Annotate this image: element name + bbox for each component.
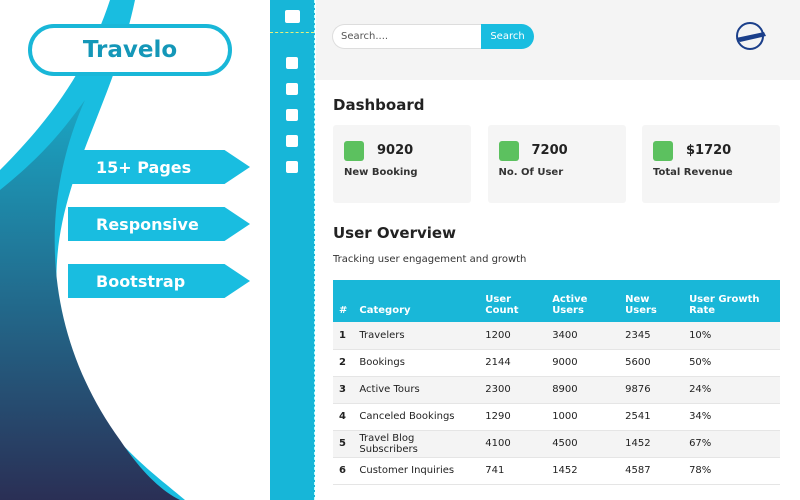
card-label: No. Of User [498, 167, 564, 178]
swoosh [0, 0, 185, 500]
table-cell: 3 [333, 376, 354, 404]
table-cell: 741 [479, 457, 547, 485]
table-cell: 24% [683, 376, 780, 404]
column-header: User Growth Rate [683, 280, 780, 322]
table-cell: 4500 [546, 430, 620, 458]
column-header: Category [353, 280, 480, 322]
table-cell: 5 [333, 430, 354, 458]
stat-card: 7200 No. Of User [487, 125, 626, 203]
table-row: 4 Canceled Bookings 1290 1000 2541 34% [333, 403, 780, 431]
table-cell: 1452 [546, 457, 620, 485]
table-cell: Active Tours [353, 376, 480, 404]
card-value: 9020 [377, 143, 414, 158]
table-cell: 78% [683, 457, 780, 485]
card-icon [498, 141, 519, 161]
table-cell: 1290 [479, 403, 547, 431]
card-label: Total Revenue [653, 167, 733, 178]
table-cell: 2144 [479, 349, 547, 377]
card-label: New Booking [344, 167, 418, 178]
header-row: # Category User Count Active Users New Users… [333, 280, 780, 322]
table-row: 2 Bookings 2144 9000 5600 50% [333, 349, 780, 377]
table-cell: 10% [683, 322, 780, 350]
table-cell: 3400 [546, 322, 620, 350]
logo-plane [736, 32, 766, 42]
card-value: 7200 [531, 143, 568, 158]
card-icon [344, 141, 364, 161]
sidebar-icon[interactable] [286, 135, 298, 147]
table-cell: 2345 [619, 322, 684, 350]
feature-banner: 15+ Pages [68, 150, 250, 184]
table-cell: 4 [333, 403, 354, 431]
column-header: Active Users [546, 280, 620, 322]
sidebar-icon[interactable] [286, 161, 298, 173]
card-icon [653, 141, 673, 161]
dashboard-title: Dashboard [333, 96, 425, 114]
brand-pill: Travelo [28, 24, 232, 76]
table-cell: Travel Blog Subscribers [353, 430, 480, 458]
table-cell: 4100 [479, 430, 547, 458]
table-cell: 34% [683, 403, 780, 431]
table-cell: 1200 [479, 322, 547, 350]
table-cell: 9876 [619, 376, 684, 404]
overview-title: User Overview [333, 224, 456, 242]
sidebar [270, 0, 315, 500]
user-table: # Category User Count Active Users New Users… [333, 280, 780, 485]
table-cell: Customer Inquiries [353, 457, 480, 485]
table-cell: 2300 [479, 376, 547, 404]
search-input[interactable]: Search.... [332, 24, 482, 49]
table-cell: 9000 [546, 349, 620, 377]
table-row: 3 Active Tours 2300 8900 9876 24% [333, 376, 780, 404]
table-cell: 6 [333, 457, 354, 485]
table-cell: 1000 [546, 403, 620, 431]
table-cell: 1 [333, 322, 354, 350]
sidebar-top [270, 0, 314, 33]
main: Search.... Search Dashboard 9020 New Book… [316, 0, 800, 500]
table-cell: Bookings [353, 349, 480, 377]
sidebar-icon[interactable] [286, 57, 298, 69]
table-cell: 5600 [619, 349, 684, 377]
table-body: 1 Travelers 1200 3400 2345 10% 2 Bookings 2144 90… [333, 322, 780, 485]
overview-subtitle: Tracking user engagement and growth [333, 254, 527, 265]
header: Search.... Search [316, 0, 800, 80]
table-cell: 67% [683, 430, 780, 458]
feature-banner: Bootstrap [68, 264, 250, 298]
column-header: User Count [479, 280, 547, 322]
card-value: $1720 [686, 143, 732, 158]
sidebar-icon[interactable] [286, 83, 298, 95]
menu-icon[interactable] [284, 9, 300, 23]
sidebar-icon[interactable] [286, 109, 298, 121]
column-header: New Users [619, 280, 684, 322]
table-cell: 2541 [619, 403, 684, 431]
table-row: 6 Customer Inquiries 741 1452 4587 78% [333, 457, 780, 485]
search-button[interactable]: Search [481, 24, 534, 49]
swoosh-inner [0, 100, 180, 500]
table-cell: 2 [333, 349, 354, 377]
table-row: 1 Travelers 1200 3400 2345 10% [333, 322, 780, 350]
table-cell: 8900 [546, 376, 620, 404]
table-cell: 1452 [619, 430, 684, 458]
table-cell: 4587 [619, 457, 684, 485]
stat-card: $1720 Total Revenue [642, 125, 780, 203]
column-header: # [333, 280, 354, 322]
table-cell: Travelers [353, 322, 480, 350]
logo [736, 22, 766, 50]
stat-card: 9020 New Booking [333, 125, 471, 203]
table-cell: Canceled Bookings [353, 403, 480, 431]
promo-panel: Travelo 15+ Pages Responsive Bootstrap [0, 0, 270, 500]
table-row: 5 Travel Blog Subscribers 4100 4500 1452 67% [333, 430, 780, 458]
table-cell: 50% [683, 349, 780, 377]
feature-banner: Responsive [68, 207, 250, 241]
